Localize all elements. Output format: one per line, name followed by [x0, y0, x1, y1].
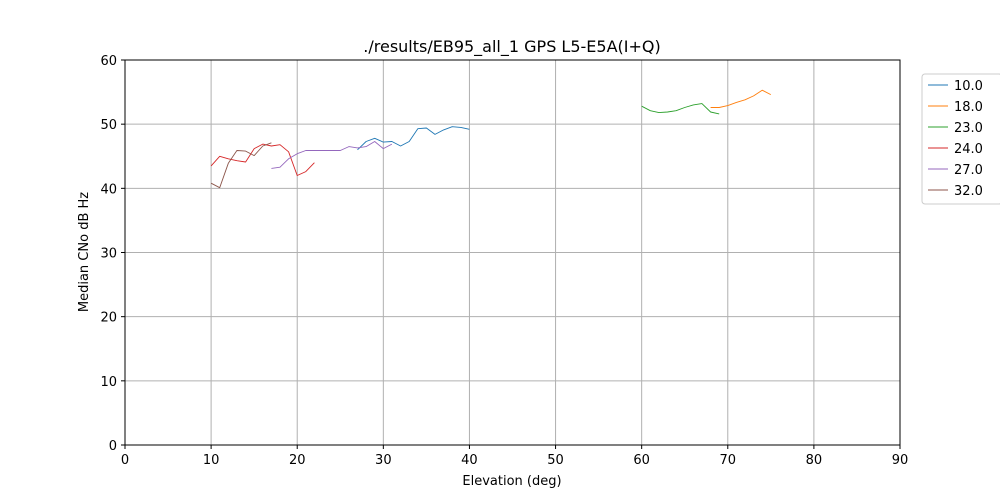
axis-ticks: 0 10 20 30 40 50 60 70 80 90 0 10 20 30 40 50 60 — [100, 54, 908, 468]
x-tick-label: 40 — [461, 453, 478, 468]
x-tick-label: 30 — [375, 453, 392, 468]
legend-label: 23.0 — [954, 121, 983, 136]
series-line-10.0 — [357, 126, 470, 151]
legend-label: 10.0 — [954, 79, 983, 94]
chart-title: ./results/EB95_all_1 GPS L5-E5A(I+Q) — [363, 37, 660, 57]
legend: 10.0 18.0 23.0 24.0 27.0 32.0 — [921, 73, 1000, 205]
y-tick-label: 0 — [109, 439, 117, 454]
x-axis-title: Elevation (deg) — [462, 474, 561, 489]
x-tick-label: 70 — [720, 453, 737, 468]
x-tick-label: 90 — [892, 453, 909, 468]
series-line-23.0 — [641, 103, 720, 115]
y-tick-label: 10 — [100, 375, 117, 390]
series-lines — [210, 89, 772, 189]
x-tick-label: 0 — [121, 453, 129, 468]
series-line-27.0 — [271, 141, 393, 169]
y-tick-label: 20 — [100, 311, 117, 326]
y-tick-label: 60 — [100, 54, 117, 69]
x-tick-label: 50 — [547, 453, 564, 468]
y-axis-title: Median CNo dB Hz — [77, 192, 92, 312]
y-tick-label: 40 — [100, 182, 117, 197]
x-tick-label: 20 — [289, 453, 306, 468]
x-tick-label: 80 — [806, 453, 823, 468]
legend-label: 27.0 — [954, 163, 983, 178]
y-tick-label: 30 — [100, 247, 117, 262]
series-line-18.0 — [710, 89, 772, 108]
y-tick-label: 50 — [100, 118, 117, 133]
series-line-24.0 — [210, 143, 315, 176]
x-tick-label: 10 — [203, 453, 220, 468]
legend-label: 24.0 — [954, 142, 983, 157]
legend-label: 32.0 — [954, 184, 983, 199]
legend-box — [921, 73, 1000, 205]
x-tick-label: 60 — [633, 453, 650, 468]
legend-label: 18.0 — [954, 100, 983, 115]
series-line-32.0 — [210, 142, 272, 189]
